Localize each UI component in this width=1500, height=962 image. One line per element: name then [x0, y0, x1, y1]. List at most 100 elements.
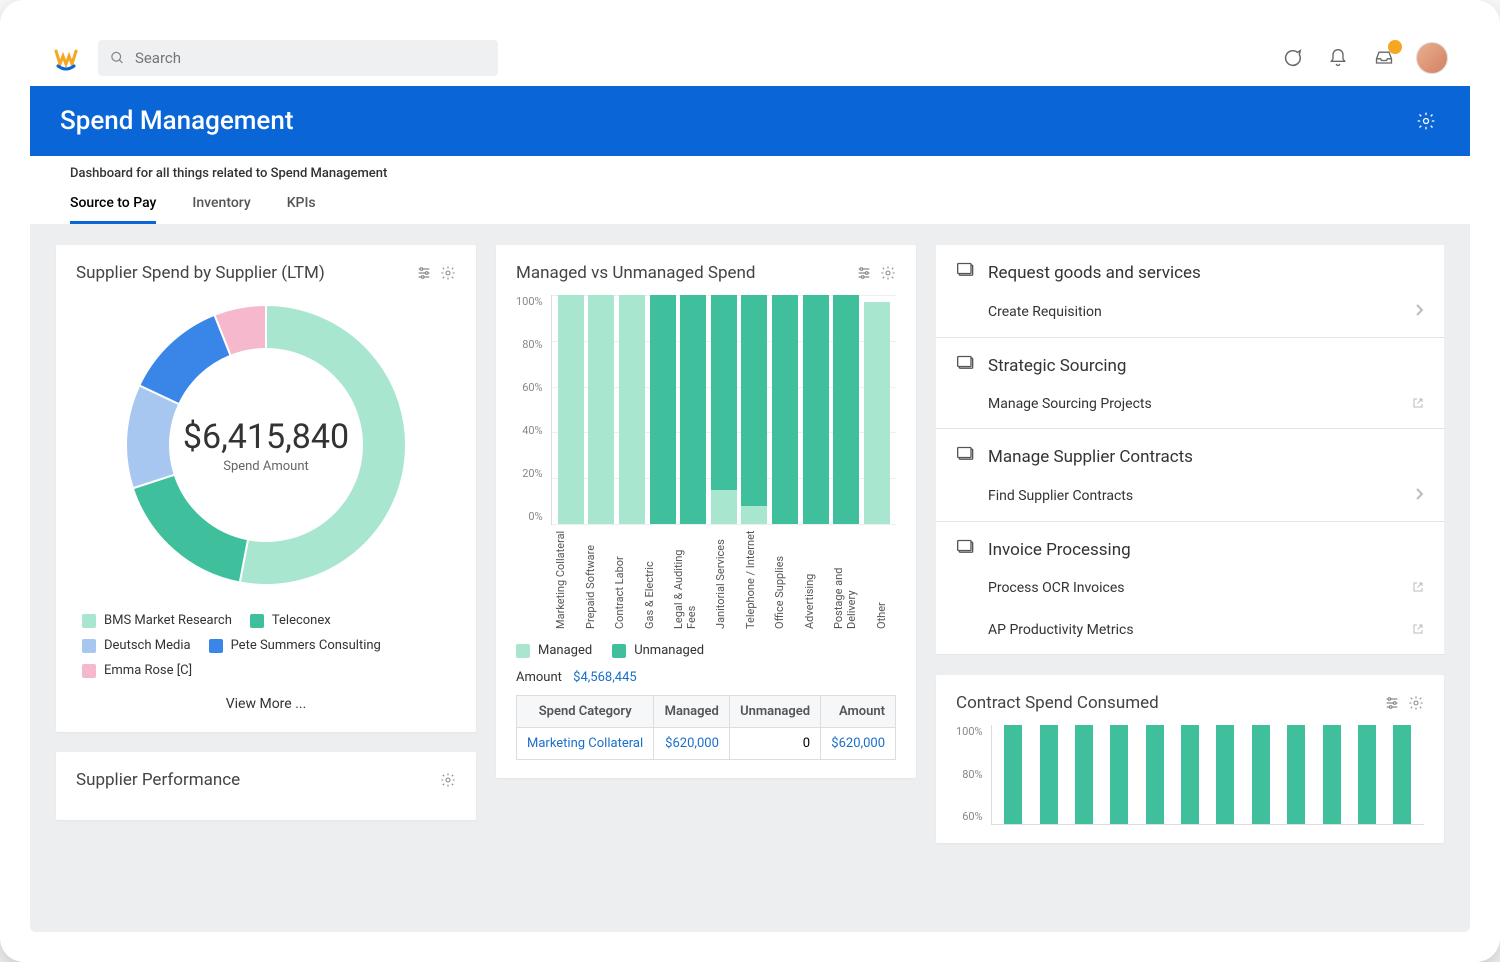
legend-item[interactable]: Teleconex	[250, 613, 331, 628]
settings-sliders-icon[interactable]	[1384, 695, 1400, 711]
bar-group[interactable]	[803, 295, 829, 524]
legend-item[interactable]: Managed	[516, 643, 592, 658]
bar-labels: Marketing Collateral Prepaid Software Cont…	[546, 529, 896, 629]
settings-sliders-icon[interactable]	[416, 265, 432, 281]
section-item[interactable]: Find Supplier Contracts	[936, 477, 1444, 521]
content-grid: Supplier Spend by Supplier (LTM) $6,415,…	[30, 225, 1470, 932]
card-title: Supplier Spend by Supplier (LTM)	[76, 263, 325, 283]
gear-icon[interactable]	[880, 265, 896, 281]
inbox-badge	[1388, 40, 1402, 54]
contract-bar[interactable]	[1216, 725, 1234, 824]
contract-bar[interactable]	[1393, 725, 1411, 824]
legend-item[interactable]: BMS Market Research	[82, 613, 232, 628]
external-link-icon	[1412, 623, 1424, 638]
chat-icon[interactable]	[1278, 44, 1306, 72]
donut-legend: BMS Market Research Teleconex Deutsch Medi…	[76, 613, 456, 686]
legend-item[interactable]: Emma Rose [C]	[82, 663, 192, 678]
logo	[52, 44, 80, 72]
tab-source-to-pay[interactable]: Source to Pay	[70, 195, 156, 224]
contract-bar[interactable]	[1075, 725, 1093, 824]
right-section: Request goods and services Create Requisi…	[936, 245, 1444, 338]
contract-bar[interactable]	[1146, 725, 1164, 824]
bar-label: Advertising	[803, 529, 816, 629]
contract-bar[interactable]	[1110, 725, 1128, 824]
bar-label: Office Supplies	[773, 529, 786, 629]
card-title: Managed vs Unmanaged Spend	[516, 263, 756, 283]
bar-label: Marketing Collateral	[554, 529, 567, 629]
contract-bar[interactable]	[1252, 725, 1270, 824]
bar-group[interactable]	[741, 295, 767, 524]
right-section: Invoice ProcessingProcess OCR InvoicesAP…	[936, 522, 1444, 655]
contract-bar[interactable]	[1358, 725, 1376, 824]
card-contract-spend: Contract Spend Consumed 100%80%60%	[936, 675, 1444, 843]
gear-icon[interactable]	[440, 265, 456, 281]
table-row[interactable]: Marketing Collateral$620,0000$620,000	[517, 728, 896, 760]
view-more-link[interactable]: View More ...	[76, 686, 456, 714]
bar-group[interactable]	[833, 295, 859, 524]
amount-value: $4,568,445	[573, 670, 637, 685]
bar-group[interactable]	[619, 295, 645, 524]
search-input[interactable]	[135, 49, 486, 67]
donut-label: Spend Amount	[223, 459, 309, 474]
contract-bar[interactable]	[1181, 725, 1199, 824]
contract-bar[interactable]	[1040, 725, 1058, 824]
search-icon	[110, 50, 125, 66]
bar-label: Janitorial Services	[714, 529, 727, 629]
bar-label: Gas & Electric	[643, 529, 656, 629]
legend-item[interactable]: Unmanaged	[612, 643, 704, 658]
bar-group[interactable]	[558, 295, 584, 524]
gear-icon[interactable]	[1412, 107, 1440, 135]
contract-bar[interactable]	[1004, 725, 1022, 824]
settings-sliders-icon[interactable]	[856, 265, 872, 281]
tab-kpis[interactable]: KPIs	[287, 195, 316, 224]
section-icon	[956, 354, 976, 378]
right-section: Manage Supplier ContractsFind Supplier C…	[936, 429, 1444, 522]
contract-bar[interactable]	[1287, 725, 1305, 824]
external-link-icon	[1412, 397, 1424, 412]
bar-group[interactable]	[864, 295, 890, 524]
inbox-icon[interactable]	[1370, 44, 1398, 72]
section-item[interactable]: AP Productivity Metrics	[936, 612, 1444, 654]
card-supplier-performance: Supplier Performance	[56, 752, 476, 820]
stacked-legend: Managed Unmanaged	[516, 643, 896, 658]
legend-item[interactable]: Deutsch Media	[82, 638, 191, 653]
bars-area	[551, 295, 896, 525]
bar-label: Other	[875, 529, 888, 629]
section-item[interactable]: Process OCR Invoices	[936, 570, 1444, 612]
bar-label: Postage and Delivery	[832, 529, 858, 629]
right-section: Strategic Sourcing Manage Sourcing Projec…	[936, 338, 1444, 429]
bar-label: Prepaid Software	[584, 529, 597, 629]
page-subtitle: Dashboard for all things related to Spen…	[70, 166, 1430, 187]
section-title: Request goods and services	[988, 263, 1201, 283]
bell-icon[interactable]	[1324, 44, 1352, 72]
bar-group[interactable]	[711, 295, 737, 524]
search-box[interactable]	[98, 40, 498, 76]
bar-group[interactable]	[680, 295, 706, 524]
section-item[interactable]: Manage Sourcing Projects	[936, 386, 1444, 428]
bar-group[interactable]	[772, 295, 798, 524]
section-title: Strategic Sourcing	[988, 356, 1126, 376]
bar-group[interactable]	[650, 295, 676, 524]
card-managed-vs-unmanaged: Managed vs Unmanaged Spend 100%80%60%40%…	[496, 245, 916, 778]
section-item[interactable]: Create Requisition	[936, 293, 1444, 337]
section-icon	[956, 261, 976, 285]
avatar[interactable]	[1416, 42, 1448, 74]
gear-icon[interactable]	[1408, 695, 1424, 711]
bar-label: Telephone / Internet	[744, 529, 757, 629]
tab-inventory[interactable]: Inventory	[192, 195, 250, 224]
chevron-right-icon	[1414, 487, 1424, 505]
section-icon	[956, 538, 976, 562]
section-icon	[956, 445, 976, 469]
bar-group[interactable]	[588, 295, 614, 524]
y-axis: 100%80%60%	[956, 725, 983, 825]
contract-bar[interactable]	[1323, 725, 1341, 824]
amount-row: Amount $4,568,445	[516, 670, 896, 685]
legend-item[interactable]: Pete Summers Consulting	[209, 638, 381, 653]
right-sections: Request goods and services Create Requisi…	[936, 245, 1444, 655]
gear-icon[interactable]	[440, 772, 456, 788]
subtitle-row: Dashboard for all things related to Spen…	[30, 156, 1470, 225]
page-title: Spend Management	[60, 106, 293, 136]
donut-value: $6,415,840	[183, 417, 349, 457]
bar-label: Contract Labor	[613, 529, 626, 629]
card-title: Supplier Performance	[76, 770, 240, 790]
